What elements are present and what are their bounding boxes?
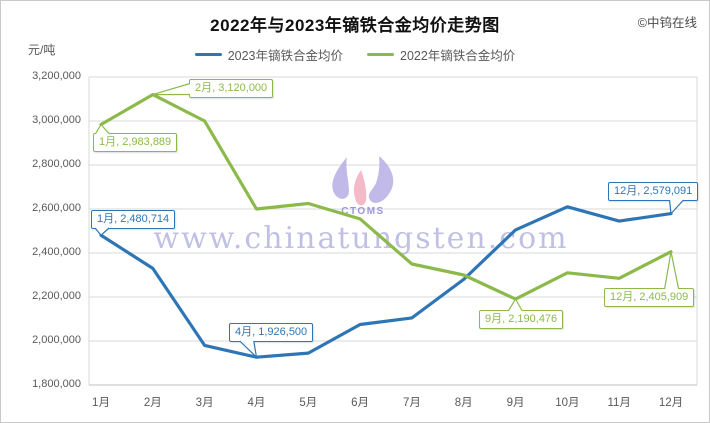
x-axis-label: 2月 — [143, 397, 162, 409]
chart-title: 2022年与2023年镝铁合金均价走势图 — [210, 16, 500, 35]
x-axis-label: 9月 — [506, 397, 525, 409]
logo-flame-middle-icon — [353, 170, 367, 206]
logo-flame-right-icon — [368, 156, 394, 203]
data-label-callout: 4月, 1,926,500 — [229, 323, 314, 342]
logo-flame-left-icon — [332, 157, 349, 199]
x-axis-label: 5月 — [299, 397, 318, 409]
data-label-callout: 9月, 2,190,476 — [479, 310, 564, 329]
data-label-callout: 12月, 2,405,909 — [604, 288, 695, 307]
copyright-label: ©中钨在线 — [637, 16, 697, 30]
x-axis-label: 1月 — [92, 397, 110, 409]
series-line-1 — [99, 92, 673, 301]
y-axis-label: 2,000,000 — [32, 334, 81, 346]
legend-swatch-icon — [194, 53, 222, 56]
x-axis-label: 11月 — [607, 397, 631, 409]
data-label-callout: 1月, 2,983,889 — [93, 133, 178, 152]
legend-label: 2023年镝铁合金均价 — [227, 49, 343, 63]
x-axis-label: 6月 — [351, 397, 370, 409]
x-axis-label: 10月 — [555, 397, 580, 409]
y-axis-label: 2,200,000 — [32, 290, 81, 302]
y-axis-label: 2,600,000 — [32, 202, 81, 214]
data-label-callout: 1月, 2,480,714 — [91, 210, 176, 229]
legend-label: 2022年镝铁合金均价 — [400, 49, 516, 63]
y-axis-label: 2,400,000 — [32, 246, 81, 258]
x-axis-label: 3月 — [195, 397, 214, 409]
legend-item-1: 2022年镝铁合金均价 — [367, 45, 515, 64]
y-axis-label: 1,800,000 — [32, 378, 81, 390]
watermark-logo: CTOMS — [327, 156, 399, 223]
x-axis-label: 12月 — [658, 397, 684, 409]
series-line-0 — [99, 205, 673, 359]
watermark-text: www.chinatungsten.com — [153, 221, 569, 256]
y-axis-label: 2,800,000 — [32, 158, 81, 170]
y-axis-label: 3,200,000 — [32, 70, 81, 82]
legend-swatch-icon — [367, 53, 394, 56]
y-axis-unit-label: 元/吨 — [28, 43, 56, 57]
x-axis-label: 7月 — [402, 397, 421, 409]
data-label-callout: 12月, 2,579,091 — [608, 182, 699, 201]
legend-item-0: 2023年镝铁合金均价 — [194, 45, 343, 64]
logo-ctoms-label: CTOMS — [341, 206, 384, 217]
legend: 2023年镝铁合金均价 2022年镝铁合金均价 — [1, 45, 709, 64]
data-label-callout: 2月, 3,120,000 — [189, 79, 274, 98]
x-axis-label: 8月 — [454, 397, 473, 409]
x-axis-label: 4月 — [247, 397, 266, 409]
y-axis-label: 3,000,000 — [32, 114, 81, 126]
